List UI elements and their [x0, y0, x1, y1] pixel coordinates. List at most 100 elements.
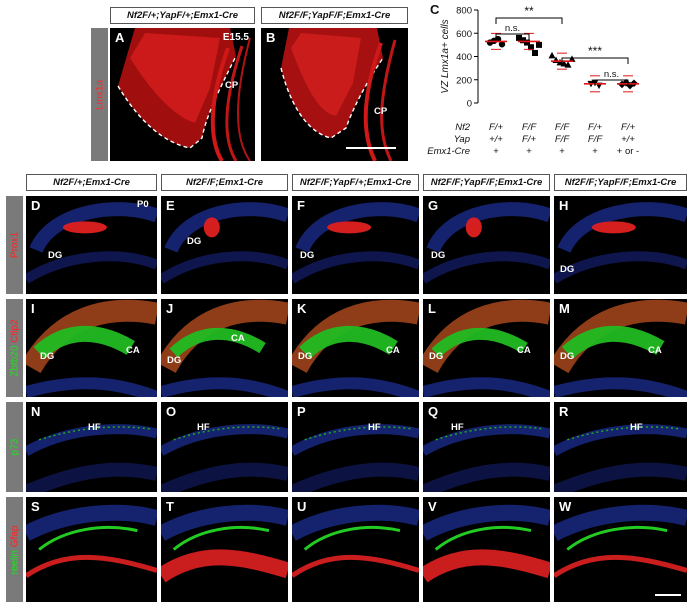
- panel-art: [554, 504, 687, 578]
- panel-o-image: O HF: [161, 402, 288, 492]
- panel-t-image: T: [161, 497, 288, 602]
- hf-label: HF: [88, 422, 101, 433]
- y-tick-label: 400: [456, 52, 472, 63]
- side-label-row-3: p73: [6, 402, 23, 492]
- chart-svg: CVZ Lmx1a+ cells0200400600800F/++/++F/FF…: [427, 2, 639, 157]
- panel-label-h: H: [559, 198, 569, 213]
- panel-label-l: L: [428, 301, 436, 316]
- x-label-nf2: F/F: [555, 122, 570, 133]
- panel-f-image: F DG: [292, 196, 419, 294]
- panel-art: [26, 202, 157, 284]
- panel-art: [554, 299, 687, 397]
- column-header-2: Nf2F/F;Emx1-Cre: [161, 174, 288, 191]
- panel-r-image: R HF: [554, 402, 687, 492]
- x-label-nf2: F/+: [621, 122, 635, 133]
- column-header-4: Nf2F/F;YapF/F;Emx1-Cre: [423, 174, 550, 191]
- hf-label: HF: [630, 422, 643, 433]
- panel-art: [423, 504, 550, 583]
- hf-label: HF: [451, 422, 464, 433]
- x-label-yap: F/F: [588, 134, 603, 145]
- hf-label: HF: [197, 422, 210, 433]
- panel-art: [26, 504, 157, 578]
- panel-l-image: L DG CA: [423, 299, 550, 397]
- row-label-yap: Yap: [454, 134, 470, 145]
- panel-i-image: I DG CA: [26, 299, 157, 397]
- panel-art: [26, 299, 157, 397]
- panel-label-o: O: [166, 404, 177, 419]
- sig-double-star: **: [524, 4, 534, 18]
- panel-label-i: I: [31, 301, 35, 316]
- side-label-row-4: reelin Gfap: [6, 497, 23, 602]
- panel-art: [423, 299, 550, 397]
- y-tick-label: 600: [456, 29, 472, 40]
- y-axis-label: VZ Lmx1a+ cells: [440, 19, 451, 93]
- stage-label: E15.5: [222, 32, 249, 43]
- cp-label-b: CP: [374, 106, 388, 117]
- data-point: [528, 44, 534, 51]
- panel-label-u: U: [297, 499, 307, 514]
- sig-double-star-bracket: [495, 17, 563, 24]
- dg-label: DG: [431, 250, 446, 261]
- panel-label-r: R: [559, 404, 569, 419]
- cp-label-a: CP: [225, 80, 239, 91]
- dg-label: DG: [187, 236, 202, 247]
- side-label-lmx1a: Lmx1a: [91, 28, 108, 161]
- data-point: [516, 34, 522, 41]
- panel-art: [161, 202, 288, 284]
- panel-art: [292, 202, 419, 284]
- panel-label-w: W: [559, 499, 572, 514]
- x-label-nf2: F/F: [522, 122, 537, 133]
- dg-label: DG: [560, 351, 575, 362]
- scale-bar: [655, 594, 681, 596]
- ca-label: CA: [126, 345, 140, 356]
- panel-label-q: Q: [428, 404, 439, 419]
- panel-label-p: P: [297, 404, 306, 419]
- panel-art: [554, 424, 687, 492]
- panel-e-image: E DG: [161, 196, 288, 294]
- header-b: Nf2F/F;YapF/F;Emx1-Cre: [261, 7, 408, 24]
- data-point: [564, 61, 572, 68]
- panel-b-image: B CP: [261, 28, 408, 161]
- x-label-yap: +/+: [621, 134, 635, 145]
- dg-label: DG: [40, 351, 55, 362]
- data-point: [524, 39, 530, 46]
- row-label-nf2: Nf2: [455, 122, 471, 133]
- sig-ns-1: n.s.: [505, 23, 520, 34]
- sig-ns-1-bracket: [495, 33, 530, 40]
- stage-label-p0: P0: [137, 199, 149, 210]
- dg-label: DG: [300, 250, 315, 261]
- dg-label: DG: [429, 351, 444, 362]
- dg-label: DG: [167, 355, 182, 366]
- hf-label: HF: [368, 422, 381, 433]
- x-label-nf2: F/+: [489, 122, 503, 133]
- panel-art: [161, 504, 288, 583]
- sig-ns-2: n.s.: [604, 69, 619, 80]
- y-tick-label: 200: [456, 75, 472, 86]
- panel-w-image: W: [554, 497, 687, 602]
- panel-label-e: E: [166, 198, 175, 213]
- panel-art: [423, 424, 550, 492]
- panel-label-b: B: [266, 30, 276, 45]
- panel-b-art: [280, 28, 397, 161]
- panel-label-n: N: [31, 404, 41, 419]
- x-label-yap: F/+: [522, 134, 536, 145]
- panel-q-image: Q HF: [423, 402, 550, 492]
- chart-panel-label: C: [430, 2, 440, 17]
- data-point: [548, 51, 556, 59]
- x-label-yap: F/F: [555, 134, 570, 145]
- data-point: [560, 59, 568, 67]
- panel-art: [26, 424, 157, 492]
- panel-p-image: P HF: [292, 402, 419, 492]
- panel-label-m: M: [559, 301, 570, 316]
- ca-label: CA: [231, 333, 245, 344]
- x-label-cre: +: [493, 146, 499, 157]
- panel-g-image: G DG: [423, 196, 550, 294]
- chart-c: C VZ Lmx1a+ cells 0 200 400 600 800 F/+ +/+ + F/F F…: [422, 0, 687, 162]
- panel-s-image: S: [26, 497, 157, 602]
- panel-art: [161, 299, 288, 397]
- panel-h-image: H DG: [554, 196, 687, 294]
- panel-a-image: A E15.5 CP: [110, 28, 255, 161]
- panel-j-image: J DG CA: [161, 299, 288, 397]
- data-point: [498, 41, 506, 48]
